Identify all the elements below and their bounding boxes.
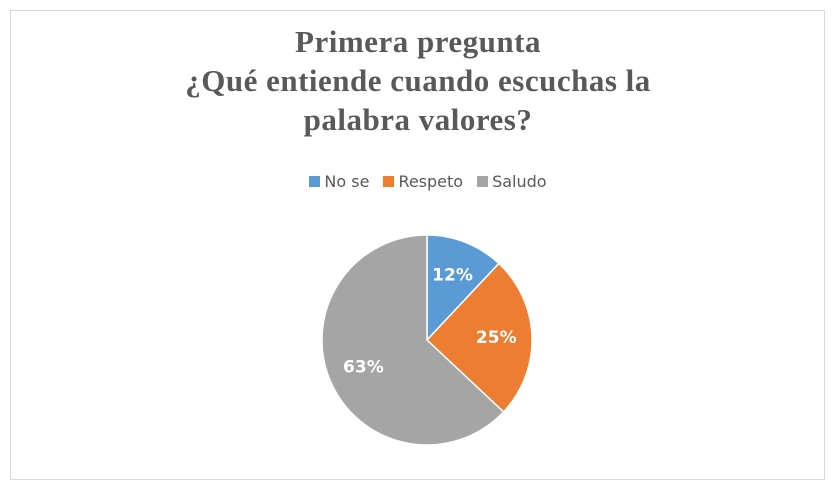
chart-subtitle: ¿Qué entiende cuando escuchas la palabra… — [185, 63, 651, 137]
titles: Primera pregunta ¿Qué entiende cuando es… — [0, 22, 836, 139]
data-label: 12% — [432, 266, 473, 286]
legend-item: Respeto — [383, 172, 463, 191]
chart: 12% 25% 63% — [321, 234, 533, 446]
legend-label: Respeto — [398, 172, 464, 191]
legend-swatch — [477, 176, 489, 187]
legend-item: Saludo — [477, 172, 547, 191]
pie-slice — [426, 234, 500, 342]
data-label: 25% — [476, 328, 517, 348]
legend-swatch — [383, 176, 395, 187]
page: {"chart_data": {"type": "pie", "title": … — [0, 10, 836, 480]
pie-slice — [321, 234, 505, 446]
legend-swatch — [309, 176, 321, 187]
chart-title: Primera pregunta — [295, 24, 541, 59]
legend-label: No se — [324, 172, 370, 191]
legend-label: Saludo — [492, 172, 547, 191]
data-label: 63% — [343, 358, 384, 378]
legend-item: No se — [309, 172, 369, 191]
pie-slice — [425, 262, 533, 413]
legend: No se Respeto Saludo — [0, 172, 836, 191]
